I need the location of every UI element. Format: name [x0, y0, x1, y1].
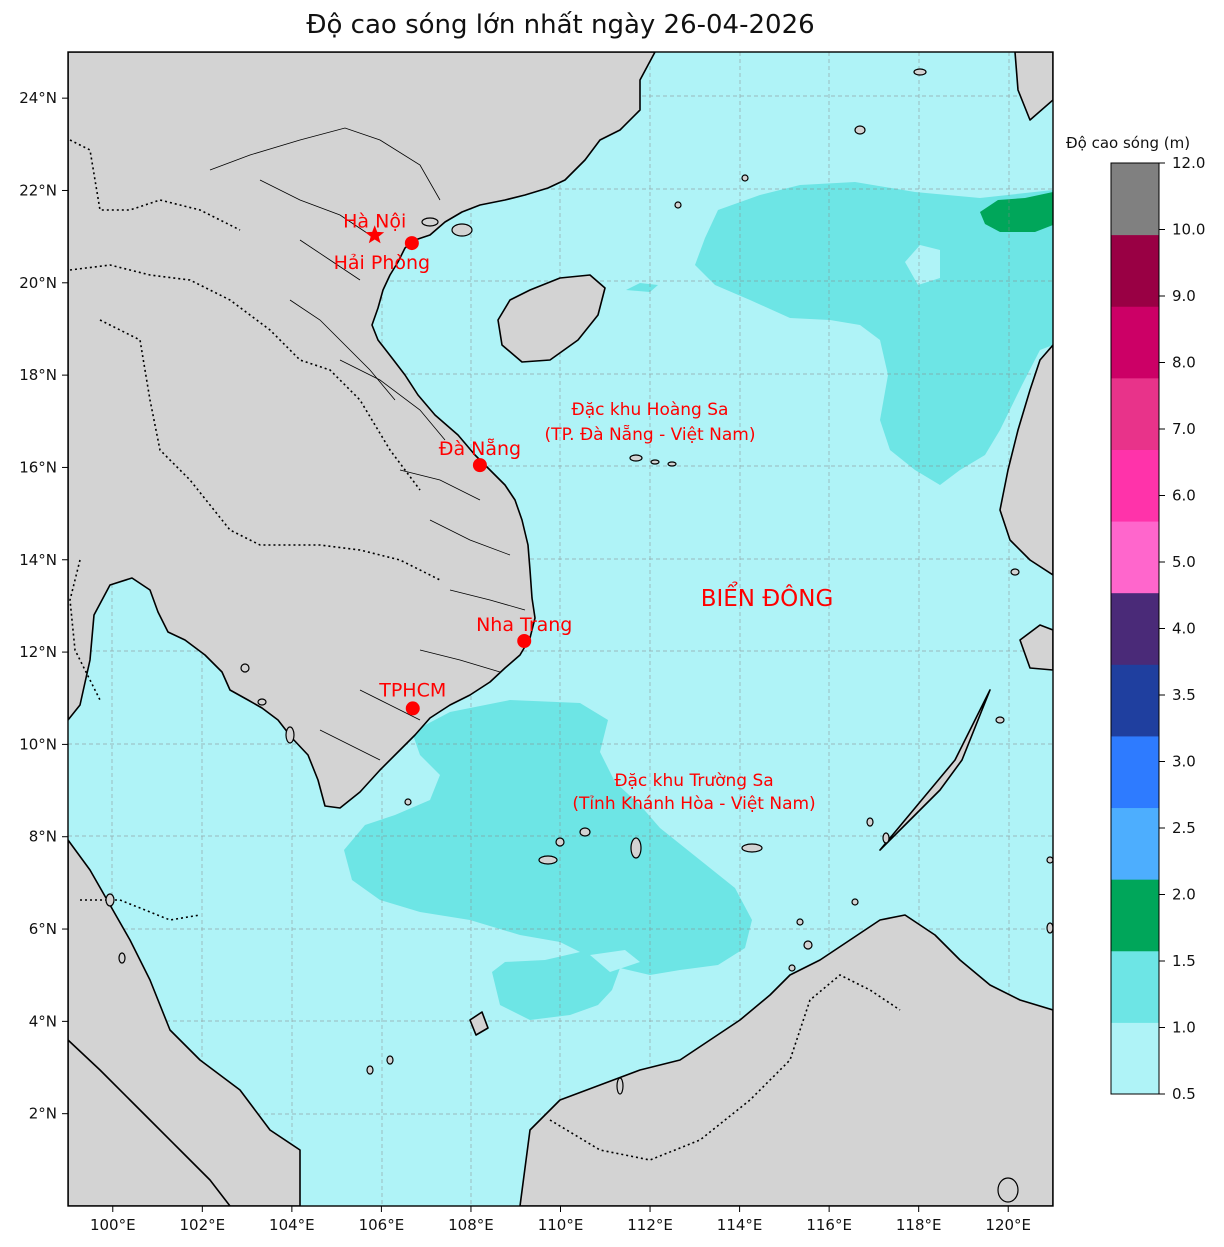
lon-tick-label: 116°E [806, 1216, 852, 1234]
lon-tick-label: 108°E [448, 1216, 494, 1234]
colorbar-tick-label: 12.0 [1172, 154, 1205, 172]
colorbar-tick-label: 3.0 [1172, 753, 1196, 771]
map-annotation-line: (TP. Đà Nẵng - Việt Nam) [545, 424, 756, 445]
colorbar-tick-label: 3.5 [1172, 686, 1196, 704]
wave-band-south-gap [590, 950, 640, 972]
colorbar-tick-label: 4.0 [1172, 620, 1196, 638]
colorbar-tick-label: 7.0 [1172, 420, 1196, 438]
colorbar-segment [1111, 735, 1159, 809]
colorbar-segment [1111, 234, 1159, 307]
lat-tick-label: 8°N [29, 828, 57, 846]
lon-tick-label: 106°E [359, 1216, 405, 1234]
colorbar-segment [1111, 879, 1159, 952]
mindoro-island [1019, 624, 1053, 671]
lon-tick-label: 100°E [90, 1216, 136, 1234]
borneo-island [519, 914, 1053, 1206]
lat-tick-label: 10°N [19, 735, 57, 753]
city-dot-marker [404, 236, 419, 251]
lat-tick-label: 4°N [29, 1012, 57, 1030]
sumatra-coast [68, 1039, 231, 1206]
lon-tick-label: 104°E [269, 1216, 315, 1234]
colorbar-segment [1111, 306, 1159, 379]
lon-tick-label: 110°E [538, 1216, 584, 1234]
city-dot-marker [405, 701, 420, 716]
colorbar-segment [1111, 807, 1159, 880]
colorbar-segment [1111, 449, 1159, 522]
colorbar-segment [1111, 592, 1159, 665]
lat-tick-label: 2°N [29, 1105, 57, 1123]
longitude-axis: 100°E 102°E 104°E 106°E 108°E 110°E 112°E 114°E… [90, 1206, 1031, 1234]
colorbar-tick-label: 2.0 [1172, 886, 1196, 904]
capital-star-marker [365, 225, 385, 244]
colorbar-segment [1111, 377, 1159, 450]
palawan-island [879, 689, 991, 851]
lat-tick-label: 16°N [19, 458, 57, 476]
lat-tick-label: 18°N [19, 366, 57, 384]
map-title: Độ cao sóng lớn nhất ngày 26-04-2026 [306, 10, 815, 40]
colorbar-tick-label: 8.0 [1172, 354, 1196, 372]
colorbar-tick-label: 6.0 [1172, 487, 1196, 505]
lat-tick-label: 12°N [19, 643, 57, 661]
lat-tick-label: 14°N [19, 551, 57, 569]
mainland-asia [68, 52, 656, 809]
colorbar-segment [1111, 521, 1159, 594]
colorbar-segment [1111, 1022, 1159, 1095]
lat-tick-label: 6°N [29, 920, 57, 938]
lon-tick-label: 112°E [627, 1216, 673, 1234]
city-label: Hà Nội [343, 210, 406, 232]
map-annotations: Đặc khu Hoàng Sa (TP. Đà Nẵng - Việt Nam)… [545, 400, 834, 814]
colorbar: 0.5 1.0 1.5 2.0 2.5 3.0 3.5 4.0 5.0 6.0 7.0 8.0 9.0 1… [1110, 154, 1205, 1103]
luzon-island [999, 344, 1053, 576]
city-label: Đà Nẵng [439, 437, 521, 460]
land-masses [68, 52, 1053, 1206]
wave-band-north-east [695, 182, 1053, 485]
city-dot-marker [472, 458, 487, 473]
colorbar-segment [1111, 664, 1159, 737]
small-islands [105, 68, 1053, 1203]
map-annotation-line: (Tỉnh Khánh Hòa - Việt Nam) [572, 794, 815, 814]
city-markers: Hà Nội Hải Phòng Đà Nẵng Nha Trang TPHCM [334, 210, 572, 716]
lon-tick-label: 118°E [896, 1216, 942, 1234]
colorbar-tick-label: 0.5 [1172, 1085, 1196, 1103]
taiwan-island [1014, 52, 1053, 121]
map-annotation-line: Đặc khu Hoàng Sa [572, 400, 729, 420]
colorbar-tick-label: 1.0 [1172, 1019, 1196, 1037]
colorbar-tick-label: 9.0 [1172, 287, 1196, 305]
colorbar-tick-label: 2.5 [1172, 819, 1196, 837]
high-wave-patch [980, 192, 1053, 232]
lat-tick-label: 20°N [19, 274, 57, 292]
lon-tick-label: 102°E [180, 1216, 226, 1234]
admin-borders [209, 127, 526, 761]
city-label: Nha Trang [476, 614, 572, 636]
city-label: TPHCM [378, 679, 446, 701]
colorbar-tick-label: 1.5 [1172, 952, 1196, 970]
country-borders [69, 139, 901, 1161]
lat-tick-label: 22°N [19, 181, 57, 199]
lon-tick-label: 120°E [985, 1216, 1031, 1234]
lat-tick-label: 24°N [19, 89, 57, 107]
hainan-island [497, 274, 606, 363]
colorbar-title: Độ cao sóng (m) [1066, 134, 1191, 152]
lon-tick-label: 114°E [717, 1216, 763, 1234]
city-label: Hải Phòng [334, 252, 430, 274]
colorbar-segment [1111, 163, 1159, 236]
colorbar-segment [1111, 950, 1159, 1023]
colorbar-tick-label: 10.0 [1172, 221, 1205, 239]
map-annotation-line: Đặc khu Trường Sa [614, 771, 773, 791]
city-dot-marker [517, 634, 532, 649]
wave-band-north-east-gap [905, 245, 940, 285]
map-annotation-line: BIỂN ĐÔNG [701, 582, 834, 612]
anambas-islet [469, 1011, 489, 1036]
colorbar-tick-label: 5.0 [1172, 553, 1196, 571]
latitude-axis: 2°N 4°N 6°N 8°N 10°N 12°N 14°N 16°N 18°N 20°N 22°N… [19, 89, 68, 1123]
